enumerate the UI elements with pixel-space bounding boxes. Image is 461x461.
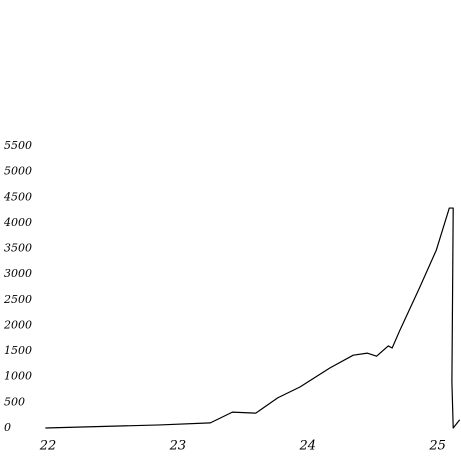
y-tick-label: 3000 [4,267,32,280]
x-tick-label: 22 [39,439,57,454]
y-tick-label: 1500 [4,344,32,357]
x-tick-label: 23 [169,439,187,454]
y-tick-label: 2000 [3,318,32,331]
line [45,207,461,429]
y-tick-label: 4000 [3,216,32,229]
x-tick-label: 24 [298,439,316,454]
y-tick-label: 1000 [4,370,32,383]
y-tick-label: 500 [4,395,25,408]
y-tick-label: 0 [4,421,11,434]
x-tick-label: 25 [428,439,446,454]
y-tick-label: 5500 [4,139,32,152]
y-tick-label: 2500 [3,293,32,306]
y-tick-label: 3500 [4,242,32,255]
y-tick-label: 4500 [3,190,32,203]
y-tick-label: 5000 [4,165,32,178]
